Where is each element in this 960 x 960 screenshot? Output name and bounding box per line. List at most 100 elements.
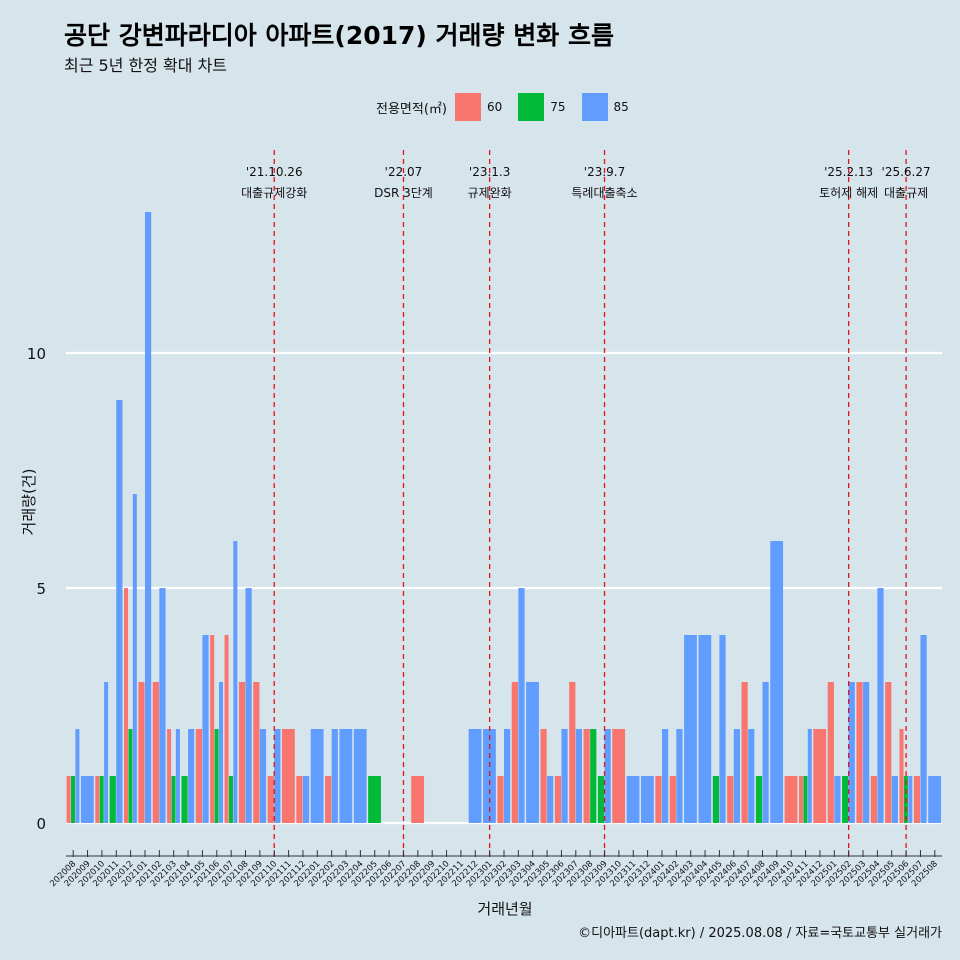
- bar-202503-60: [856, 682, 863, 823]
- bar-202106-75: [214, 729, 219, 823]
- event-date-3: '23.9.7: [584, 165, 625, 179]
- bar-202012-85: [132, 494, 137, 823]
- bar-202503-85: [863, 682, 870, 823]
- event-date-2: '23.1.3: [469, 165, 510, 179]
- y-tick-label-0: 0: [36, 815, 46, 833]
- y-axis-label: 거래량(건): [20, 469, 38, 536]
- bar-202304-85: [526, 682, 539, 823]
- bar-202401-85: [661, 729, 669, 823]
- bar-202102-85: [159, 588, 166, 823]
- event-date-5: '25.6.27: [882, 165, 931, 179]
- bar-202008-75: [70, 776, 75, 823]
- bar-202109-60: [253, 682, 260, 823]
- bar-202404-85: [698, 635, 712, 823]
- bar-202012-60: [124, 588, 129, 823]
- event-label-1: DSR 3단계: [374, 186, 433, 200]
- bar-202105-85: [202, 635, 209, 823]
- bar-202101-85: [144, 212, 152, 823]
- bar-202406-60: [727, 776, 734, 823]
- legend-swatch-75: [518, 93, 545, 121]
- chart-title: 공단 강변파라디아 아파트(2017) 거래량 변화 흐름: [64, 21, 614, 50]
- bar-202307-85: [575, 729, 583, 823]
- bar-202110-85: [274, 729, 281, 823]
- bar-202109-85: [259, 729, 267, 823]
- legend: 전용면적(㎡) 60 75 85: [376, 92, 645, 122]
- bar-202203-85: [339, 729, 353, 823]
- bar-202407-60: [741, 682, 748, 823]
- bar-202011-75: [109, 776, 116, 823]
- bar-202105-60: [195, 729, 203, 823]
- bar-202107-85: [233, 541, 238, 823]
- bar-202504-60: [870, 776, 877, 823]
- bar-202302-85: [504, 729, 511, 823]
- bar-202010-75: [99, 776, 104, 823]
- bar-202103-75: [171, 776, 176, 823]
- y-tick-label-10: 10: [27, 345, 46, 363]
- bar-202103-85: [175, 729, 180, 823]
- bar-202401-60: [655, 776, 662, 823]
- y-tick-label-5: 5: [36, 580, 46, 598]
- bar-202405-75: [712, 776, 720, 823]
- bar-202306-85: [561, 729, 568, 823]
- legend-label-75: 75: [550, 100, 566, 114]
- bar-202202-60: [325, 776, 332, 823]
- bar-202107-60: [224, 635, 229, 823]
- legend-label-85: 85: [613, 100, 629, 114]
- bar-202403-85: [684, 635, 697, 823]
- bar-202406-85: [733, 729, 740, 823]
- bar-202305-85: [547, 776, 554, 823]
- bar-202303-85: [518, 588, 525, 823]
- legend-swatch-60: [454, 93, 481, 121]
- bar-202411-75: [803, 776, 808, 823]
- bar-202309-85: [604, 729, 611, 823]
- bar-202106-85: [218, 682, 223, 823]
- bar-202505-85: [891, 776, 898, 823]
- event-date-0: '21.10.26: [246, 165, 303, 179]
- bar-202107-75: [228, 776, 233, 823]
- bar-202405-85: [719, 635, 726, 823]
- bar-202302-60: [497, 776, 504, 823]
- bar-202501-60: [827, 682, 834, 823]
- event-label-5: 대출규제: [884, 186, 928, 200]
- bar-202108-85: [245, 588, 252, 823]
- bar-202502-85: [848, 682, 855, 823]
- bar-202104-75: [181, 776, 188, 823]
- event-label-3: 특례대출축소: [571, 186, 637, 200]
- bar-202506-60: [899, 729, 904, 823]
- bar-202506-85: [908, 776, 913, 823]
- bar-202208-60: [411, 776, 425, 823]
- bar-202507-60: [913, 776, 921, 823]
- bar-202308-75: [590, 729, 597, 823]
- event-label-2: 규제완화: [468, 186, 512, 200]
- bar-202402-60: [669, 776, 676, 823]
- bar-202204-85: [353, 729, 367, 823]
- bar-202011-85: [116, 400, 123, 823]
- bar-202410-60: [784, 776, 798, 823]
- bar-202205-75: [368, 776, 381, 823]
- bar-202112-60: [296, 776, 303, 823]
- bar-202411-60: [798, 776, 803, 823]
- bar-202407-85: [748, 729, 755, 823]
- caption: ©디아파트(dapt.kr) / 2025.08.08 / 자료=국토교통부 실…: [578, 926, 942, 941]
- bar-202112-85: [302, 776, 310, 823]
- bar-202103-60: [167, 729, 172, 823]
- bar-202502-75: [842, 776, 849, 823]
- bar-202412-60: [813, 729, 827, 823]
- bar-202310-60: [612, 729, 626, 823]
- bar-202408-75: [755, 776, 763, 823]
- bar-202212-85: [468, 729, 482, 823]
- bar-202308-60: [583, 729, 590, 823]
- x-axis: 2020082020092020102020112020122021012021…: [48, 850, 942, 889]
- bars: [66, 212, 942, 823]
- bar-202504-85: [877, 588, 884, 823]
- bar-202008-60: [66, 776, 71, 823]
- bar-202408-85: [762, 682, 769, 823]
- bar-202101-60: [138, 682, 145, 823]
- legend-label-60: 60: [486, 100, 503, 114]
- bar-202505-60: [885, 682, 892, 823]
- bar-202012-75: [128, 729, 133, 823]
- bar-202010-85: [104, 682, 109, 823]
- x-axis-label: 거래년월: [477, 900, 532, 918]
- bar-202307-60: [569, 682, 576, 823]
